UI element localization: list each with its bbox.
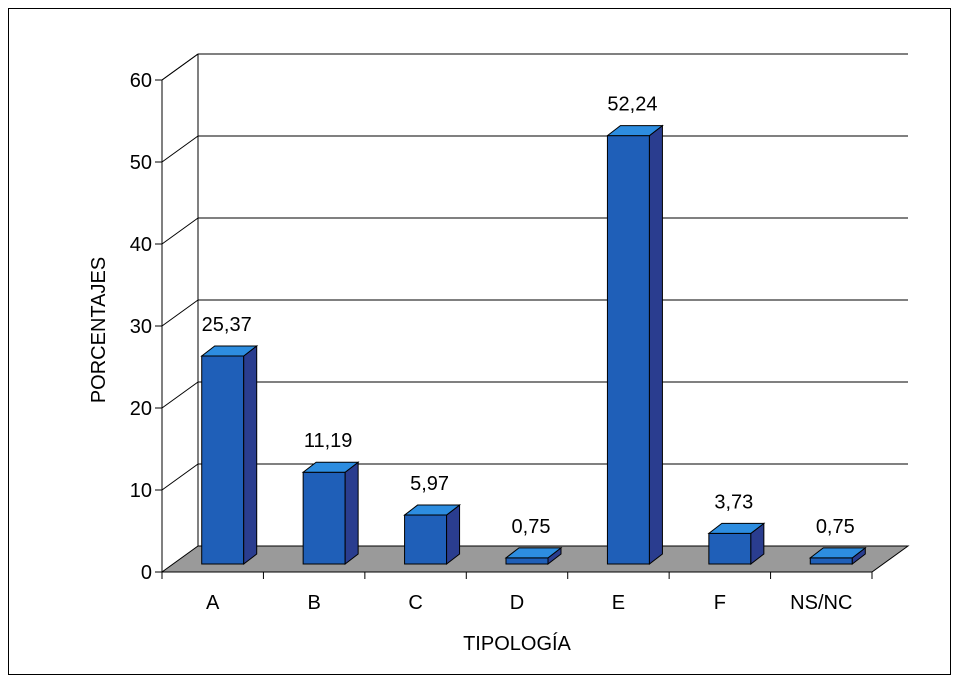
gridline-diagonal	[162, 382, 198, 408]
bar-f	[709, 523, 764, 564]
y-tick-label: 20	[130, 398, 152, 420]
data-label: 5,97	[410, 473, 449, 495]
bar-e	[607, 126, 662, 564]
data-label: 52,24	[607, 94, 657, 116]
gridline-diagonal	[162, 300, 198, 326]
y-tick-label: 10	[130, 480, 152, 502]
y-tick-label: 40	[130, 234, 152, 256]
bars	[202, 126, 866, 564]
y-tick-label: 50	[130, 152, 152, 174]
grid	[162, 54, 908, 546]
x-tick-label: C	[408, 592, 422, 614]
x-tick-label: B	[307, 592, 320, 614]
bar-b	[303, 462, 358, 564]
x-tick-label: E	[612, 592, 625, 614]
bar-a	[202, 346, 257, 564]
data-label: 3,73	[714, 491, 753, 513]
gridline-diagonal	[162, 464, 198, 490]
x-tick-label: D	[510, 592, 524, 614]
gridline-diagonal	[162, 136, 198, 162]
x-tick-label: F	[714, 592, 726, 614]
y-tick-label: 60	[130, 70, 152, 92]
data-label: 11,19	[304, 430, 353, 452]
x-axis-title: TIPOLOGÍA	[463, 632, 571, 655]
x-tick-label: A	[206, 592, 220, 614]
y-tick-label: 30	[130, 316, 152, 338]
data-label: 25,37	[202, 314, 252, 336]
x-tick-label: NS/NC	[790, 592, 852, 614]
data-label: 0,75	[816, 516, 855, 538]
data-label: 0,75	[512, 516, 551, 538]
y-axis-title: PORCENTAJES	[88, 257, 110, 403]
gridline-diagonal	[162, 218, 198, 244]
bar-c	[405, 505, 460, 564]
y-tick-label: 0	[141, 562, 152, 584]
